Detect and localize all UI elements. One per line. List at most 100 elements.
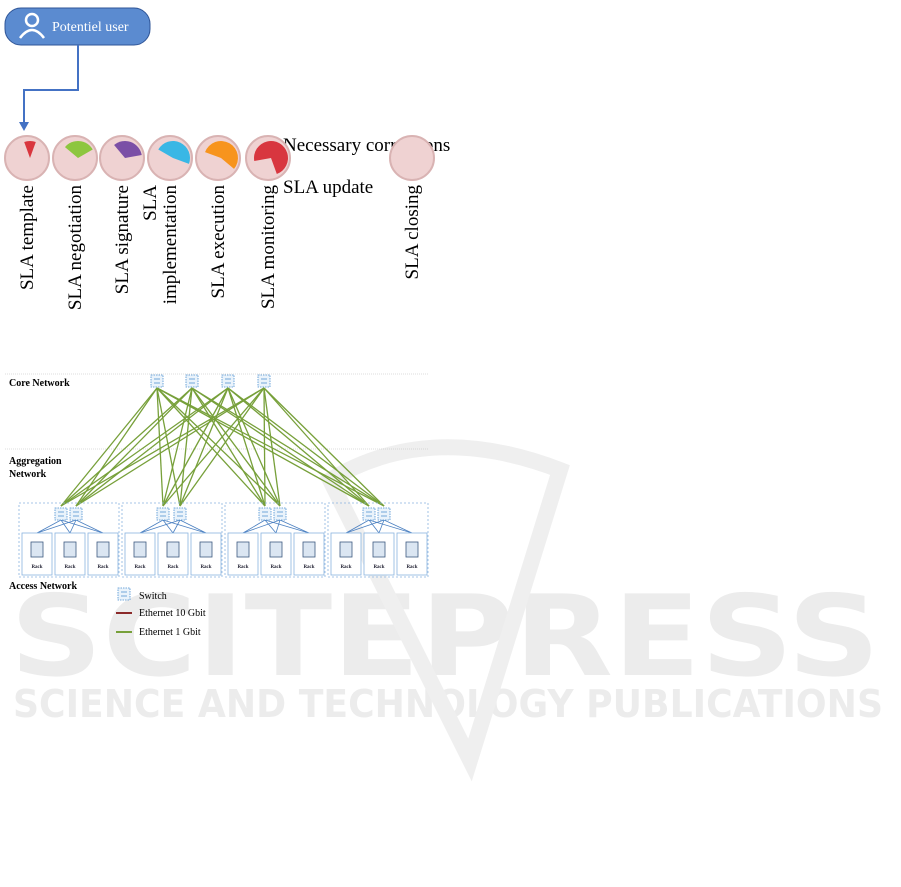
switch-arrows [381, 511, 387, 517]
rack-label: Rack [237, 565, 248, 570]
switch-arrows [261, 378, 267, 384]
rack-group [121, 502, 223, 578]
rack-icon [30, 541, 44, 558]
rack-label: Rack [64, 565, 75, 570]
watermark-swoosh [319, 439, 570, 782]
link-access [60, 519, 104, 534]
watermark-brand: SCITEPRESS [10, 572, 880, 702]
link-1g [156, 387, 266, 507]
rack-icon [339, 541, 353, 558]
rack-label: Rack [373, 565, 384, 570]
switch [156, 507, 170, 521]
rack-group [224, 502, 326, 578]
link-1g [227, 387, 370, 507]
link-1g [179, 387, 265, 507]
link-access [172, 519, 181, 534]
arrow-head [19, 122, 29, 131]
link-1g [179, 387, 193, 507]
stage-wedge [114, 141, 142, 158]
link-access [345, 519, 370, 534]
link-access [264, 519, 277, 534]
layer-label: Access Network [9, 581, 77, 592]
legend-label: Ethernet 10 Gbit [139, 608, 206, 619]
connector [23, 45, 79, 124]
link-access [36, 519, 77, 534]
link-access [368, 519, 413, 534]
link-1g [263, 387, 370, 507]
switch [117, 587, 131, 601]
switch [54, 507, 68, 521]
link-access [75, 519, 104, 534]
link-1g [227, 387, 385, 507]
rack-label: Rack [200, 565, 211, 570]
switch [150, 374, 164, 388]
stage-label: SLA negotiation [65, 185, 86, 311]
switch-arrows [58, 511, 64, 517]
switch-arrows [262, 511, 268, 517]
rack-icon [96, 541, 110, 558]
rack-label: Rack [167, 565, 178, 570]
stage-wedge [253, 141, 288, 174]
stage-label: SLA signature [112, 185, 133, 294]
link-access [69, 519, 77, 534]
link-1g [60, 387, 158, 507]
layer-label: Aggregation [9, 456, 62, 467]
link-access [383, 519, 413, 534]
rack-label: Rack [406, 565, 417, 570]
link-1g [162, 387, 265, 507]
link-1g [60, 387, 229, 507]
switch [221, 374, 235, 388]
link-access [275, 519, 281, 534]
rack-icon [236, 541, 250, 558]
rack-icon [269, 541, 283, 558]
link-1g [263, 387, 266, 507]
link-1g [60, 387, 265, 507]
link-access [378, 519, 385, 534]
layer-label: Network [9, 469, 47, 480]
link-1g [156, 387, 370, 507]
link-1g [75, 387, 193, 507]
link-access [242, 519, 281, 534]
link-1g [179, 387, 229, 507]
link-access [162, 519, 207, 534]
rack-label: Rack [97, 565, 108, 570]
switch [362, 507, 376, 521]
link-1g [162, 387, 229, 507]
rack-box [363, 532, 395, 576]
switch-arrows [177, 511, 183, 517]
rack-icon [302, 541, 316, 558]
rack-icon [405, 541, 419, 558]
rack-icon [166, 541, 180, 558]
rack-icon [63, 541, 77, 558]
stage-label: SLA execution [208, 185, 229, 299]
switch-arrows [73, 511, 79, 517]
link-1g [263, 387, 385, 507]
legend-label: Switch [139, 591, 167, 602]
link-1g [156, 387, 385, 507]
link-access [242, 519, 266, 534]
switch [173, 507, 187, 521]
link-1g [156, 387, 164, 507]
stage-circle [389, 135, 435, 181]
rack-group [327, 502, 429, 578]
rack-label: Rack [270, 565, 281, 570]
link-1g [60, 387, 193, 507]
switch [69, 507, 83, 521]
link-1g [227, 387, 281, 507]
stage-label: implementation [160, 185, 181, 305]
stage-label: SLA [140, 185, 161, 221]
rack-label: Rack [134, 565, 145, 570]
link-1g [162, 387, 193, 507]
stage-wedge [205, 140, 238, 169]
link-1g [263, 387, 281, 507]
stage-wedge [64, 141, 93, 158]
link-1g [156, 387, 181, 507]
link-1g [191, 387, 370, 507]
link-1g [75, 387, 229, 507]
stage-label: SLA template [17, 185, 38, 290]
switch-arrows [154, 378, 160, 384]
layer-label: Core Network [9, 378, 70, 389]
rack-icon [199, 541, 213, 558]
switch-arrows [160, 511, 166, 517]
